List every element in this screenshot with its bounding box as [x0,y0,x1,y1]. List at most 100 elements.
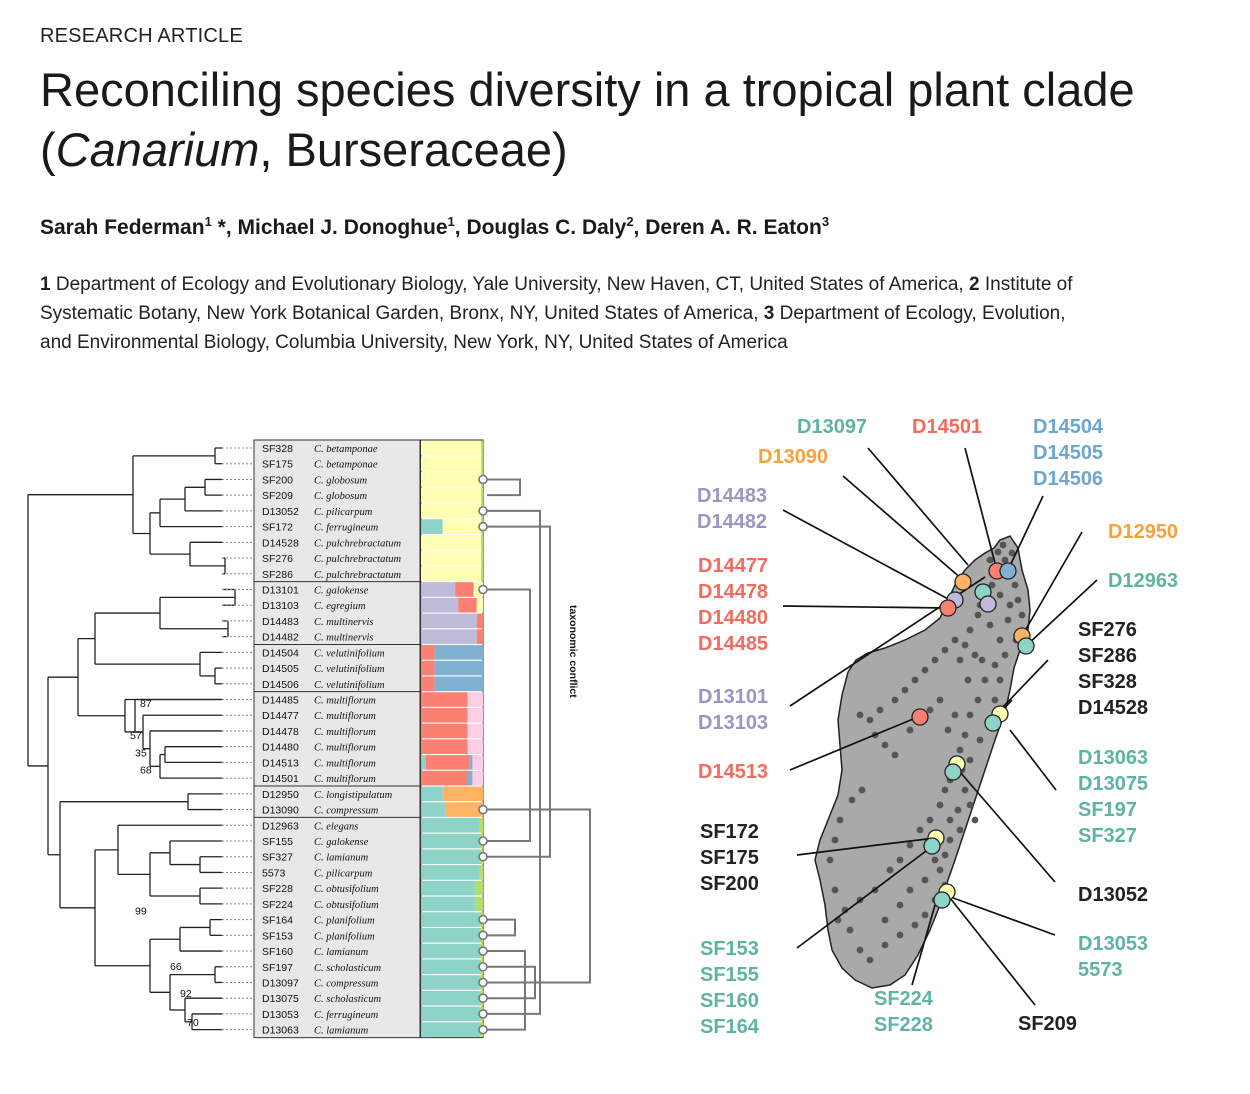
tip-species-name: C. scholasticum [314,994,381,1005]
occurrence-dot [941,786,949,794]
occurrence-dot [956,826,964,834]
tip-species-name: C. velutinifolium [314,680,385,691]
admixture-segment [481,566,483,582]
map-sample-label: D14485 [698,633,768,655]
map-leader-line [1007,495,1044,571]
occurrence-dot [954,806,962,814]
affiliation-text: Department of Ecology, Evolution, and En… [40,303,1066,353]
tip-species-name: C. multiflorum [314,696,376,707]
tip-sample-id: D13103 [262,600,299,612]
map-sample-label: SF197 [1078,799,1137,821]
occurrence-dot [846,926,854,934]
tip-species-name: C. obtusifolium [314,900,379,911]
occurrence-dot [858,786,866,794]
occurrence-dot [941,646,949,654]
occurrence-dot [961,641,969,649]
occurrence-dot [926,706,934,714]
map-sample-label: SF172 [700,821,759,843]
occurrence-dot [896,901,904,909]
map-sample-label: D14513 [698,761,768,783]
occurrence-dot [981,676,989,684]
admixture-segment [421,755,426,770]
occurrence-dot [1014,596,1022,604]
article-title: Reconciling species diversity in a tropi… [40,60,1190,180]
admixture-segment [421,865,480,880]
admixture-segment [434,676,483,692]
bootstrap-value: 87 [140,698,152,710]
occurrence-dot [956,656,964,664]
admixture-segment [476,597,483,613]
occurrence-dot [991,696,999,704]
conflict-node [478,851,488,862]
sample-location-marker [954,573,972,591]
tip-species-name: C. betamponae [314,444,378,455]
occurrence-dot [996,676,1004,684]
conflict-node [478,977,488,988]
occurrence-dot [911,676,919,684]
tip-sample-id: D13075 [262,993,299,1005]
tip-sample-id: D14482 [262,632,299,644]
occurrence-dot [991,661,999,669]
occurrence-dot [901,686,909,694]
admixture-segment [467,707,483,723]
map-sample-label: D14528 [1078,697,1148,719]
map-sample-label: D13097 [797,416,867,438]
sample-location-marker [1017,637,1035,655]
occurrence-dot [974,696,982,704]
occurrence-dot [944,726,952,734]
tip-sample-id: SF153 [262,930,293,942]
tip-sample-id: SF200 [262,474,293,486]
occurrence-dot [906,726,914,734]
occurrence-dot [856,946,864,954]
occurrence-dot [996,591,1004,599]
tip-species-name: C. pulchrebractatum [314,570,402,581]
admixture-segment [421,880,475,896]
author-separator: , [633,216,646,239]
admixture-segment [421,707,468,723]
conflict-connector [487,525,551,858]
tip-species-name: C. globosum [314,491,368,502]
tip-sample-id: D14504 [262,647,299,659]
occurrence-dot [1008,549,1016,557]
bootstrap-value: 66 [170,961,182,973]
tip-species-name: C. pilicarpum [314,507,373,518]
author-affiliation-number: 3 [821,214,830,229]
affiliation-number: 1 [40,274,51,295]
author-affiliation-number: 2 [626,214,634,229]
occurrence-dot [951,711,959,719]
occurrence-dot [866,716,874,724]
admixture-segment [421,519,443,534]
conflict-node [478,521,488,532]
conflict-connector [487,808,591,984]
map-leader-line [1026,579,1098,646]
occurrence-dot [1011,581,1019,589]
admixture-segment [476,629,483,644]
author-separator: , [454,216,467,239]
admixture-segment [481,535,483,550]
admixture-segment [455,582,474,597]
sample-location-marker [923,837,941,855]
affiliation-number: 3 [763,303,775,324]
occurrence-dot [946,816,954,824]
occurrence-dot [856,711,864,719]
tip-species-name: C. elegans [314,821,358,832]
tip-sample-id: SF327 [262,852,293,864]
author-list: Sarah Federman1 *, Michael J. Donoghue1,… [40,214,829,240]
map-sample-label: D14482 [697,511,767,533]
conflict-connector [487,509,541,1015]
occurrence-dot [931,856,939,864]
map-labels: D13097 D14501 D14504 D14505 D14506 D13090 D144… [697,416,1178,1038]
occurrence-dot [891,696,899,704]
title-genus: Canarium [55,123,260,176]
map-leader-line [789,716,919,771]
admixture-segment [421,503,482,519]
occurrence-dot [916,826,924,834]
tip-species-name: C. obtusifolium [314,884,379,895]
admixture-segment [421,975,480,990]
tip-sample-id: SF276 [262,553,293,565]
admixture-segment [467,723,483,739]
admixture-segment [421,597,459,613]
occurrence-dot [896,931,904,939]
tip-sample-id: D12963 [262,820,299,832]
conflict-node [478,474,488,485]
